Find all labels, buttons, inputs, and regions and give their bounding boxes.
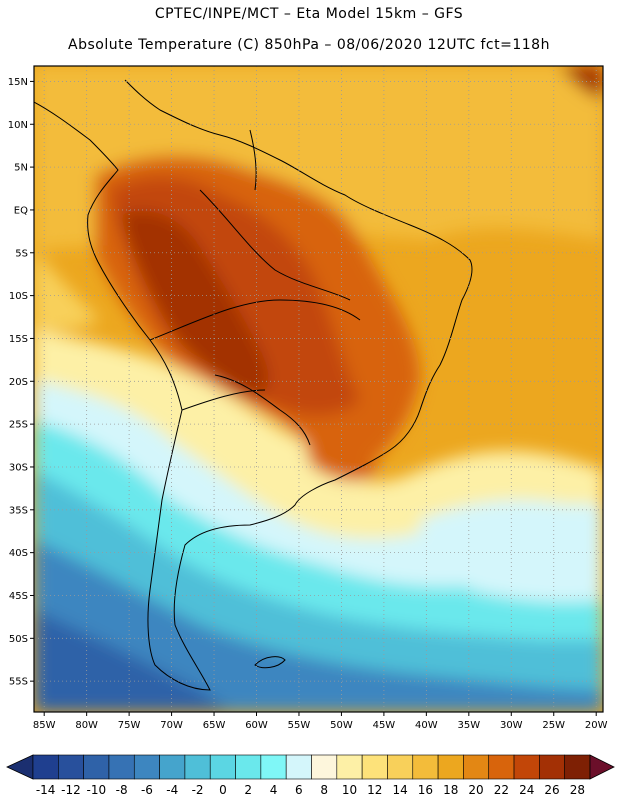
colorbar-label: -14 [36, 783, 56, 797]
lon-tick-label: 50W [330, 720, 353, 731]
lat-tick-label: 10S [9, 291, 28, 302]
coastlines [34, 79, 473, 691]
lat-tick-label: 5S [15, 248, 28, 259]
colorbar-label: -12 [61, 783, 81, 797]
colorbar-swatch [159, 754, 186, 780]
colorbar-label: -8 [116, 783, 128, 797]
lat-tick-label: 5N [14, 163, 28, 174]
lat-tick-label: 25S [9, 420, 28, 431]
lon-tick-label: 35W [458, 720, 481, 731]
colorbar-swatch [539, 754, 565, 780]
colorbar-swatch [336, 754, 363, 780]
colorbar-label: 24 [519, 783, 534, 797]
colorbar-label: 10 [342, 783, 357, 797]
colorbar-label: 12 [367, 783, 382, 797]
lon-tick-label: 85W [33, 720, 56, 731]
colorbar-swatch [184, 754, 211, 780]
lon-tick-label: 20W [585, 720, 608, 731]
colorbar-swatch [311, 754, 338, 780]
colorbar: -14 -12 -10 -8 -6 -4 -2 0 2 4 6 8 10 12 14 16 18 20 22 24 26… [6, 754, 615, 797]
colorbar-swatch [387, 754, 414, 780]
colorbar-swatch [83, 754, 110, 780]
colorbar-swatch [133, 754, 160, 780]
border-1 [149, 299, 361, 341]
colorbar-label: 6 [295, 783, 303, 797]
colorbar-swatch [285, 754, 312, 780]
colorbar-swatch [564, 754, 591, 780]
lon-tick-label: 80W [75, 720, 98, 731]
colorbar-label: 28 [570, 783, 585, 797]
colorbar-label: 16 [418, 783, 433, 797]
lat-tick-label: 10N [8, 120, 28, 131]
lat-tick-label: 35S [9, 505, 28, 516]
colorbar-label: 18 [443, 783, 458, 797]
lon-tick-label: 45W [373, 720, 396, 731]
colorbar-swatch [437, 754, 464, 780]
lat-tick-label: 50S [9, 634, 28, 645]
temperature-field [34, 66, 603, 712]
colorbar-label: 4 [270, 783, 278, 797]
lon-tick-label: 70W [160, 720, 183, 731]
title-line-1: CPTEC/INPE/MCT – Eta Model 15km – GFS [154, 6, 464, 22]
lon-tick-label: 40W [415, 720, 438, 731]
colorbar-swatch [32, 754, 59, 780]
lat-tick-label: 15S [9, 334, 28, 345]
border-5 [249, 129, 257, 191]
lon-tick-label: 30W [500, 720, 523, 731]
lat-tick-label: 30S [9, 462, 28, 473]
lon-tick-label: 65W [203, 720, 226, 731]
lon-tick-label: 55W [288, 720, 311, 731]
colorbar-swatch [108, 754, 135, 780]
colorbar-label: 0 [219, 783, 227, 797]
colorbar-label: 22 [494, 783, 509, 797]
colorbar-label: 8 [320, 783, 328, 797]
colorbar-swatch [488, 754, 515, 780]
colorbar-high-arrow [589, 754, 615, 780]
continent-outline [34, 79, 473, 691]
colorbar-swatch [513, 754, 540, 780]
colorbar-label: 2 [244, 783, 252, 797]
colorbar-label: -4 [166, 783, 178, 797]
title-line-2: Absolute Temperature (C) 850hPa – 08/06/… [68, 37, 550, 53]
lat-tick-label: EQ [14, 205, 28, 216]
colorbar-label: -6 [141, 783, 153, 797]
colorbar-low-arrow [6, 754, 34, 780]
longitude-axis: 85W 80W 75W 70W 65W 60W 55W 50W 45W 40W 35W 30W 25W 2… [33, 712, 608, 731]
lat-tick-label: 15N [8, 77, 28, 88]
colorbar-label: 20 [468, 783, 483, 797]
colorbar-swatch [235, 754, 262, 780]
border-4 [181, 389, 266, 411]
colorbar-swatch [412, 754, 439, 780]
colorbar-swatch [58, 754, 84, 780]
colorbar-swatch [209, 754, 236, 780]
border-2 [199, 189, 351, 301]
colorbar-label: -2 [192, 783, 204, 797]
colorbar-label: 26 [544, 783, 559, 797]
map-frame [33, 65, 604, 713]
graticule [34, 66, 603, 712]
latitude-axis: 15N 10N 5N EQ 5S 10S 15S 20S 25S 30S 35S 40S 45S 50S 5… [8, 77, 34, 688]
colorbar-label: -10 [86, 783, 106, 797]
colorbar-swatch [361, 754, 388, 780]
lat-tick-label: 40S [9, 548, 28, 559]
falkland-islands [254, 656, 286, 669]
colorbar-label: 14 [392, 783, 407, 797]
lon-tick-label: 25W [542, 720, 565, 731]
lat-tick-label: 45S [9, 591, 28, 602]
lon-tick-label: 75W [118, 720, 141, 731]
lat-tick-label: 20S [9, 377, 28, 388]
lon-tick-label: 60W [245, 720, 268, 731]
colorbar-swatch [260, 754, 287, 780]
lat-tick-label: 55S [9, 677, 28, 688]
colorbar-swatch [463, 754, 490, 780]
